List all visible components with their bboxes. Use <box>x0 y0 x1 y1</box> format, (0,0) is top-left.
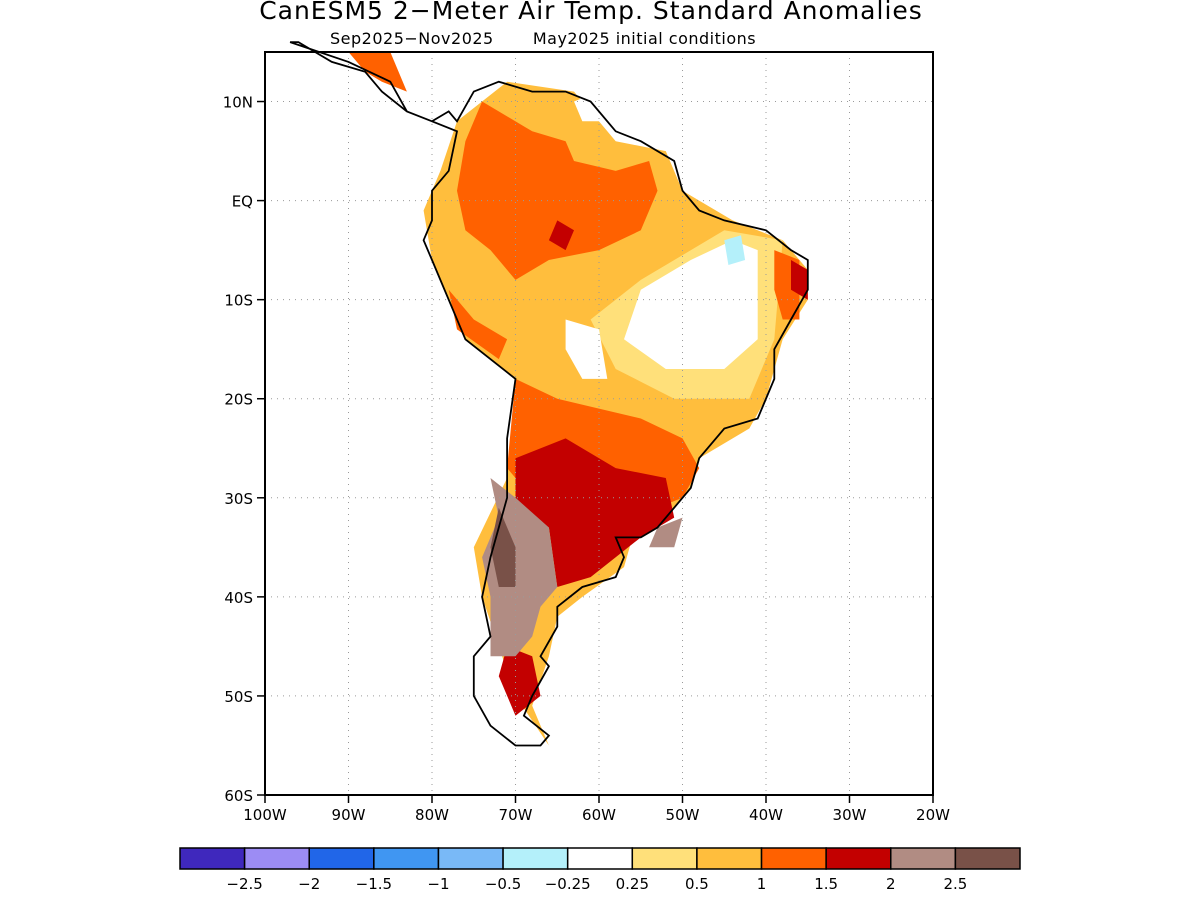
colorbar-swatch <box>437 847 504 870</box>
lat-tick-label: 50S <box>224 688 253 706</box>
colorbar-label: 2 <box>886 875 896 893</box>
colorbar-swatch <box>890 847 957 870</box>
lon-tick-label: 70W <box>499 806 533 824</box>
colorbar-label: −1.5 <box>356 875 392 893</box>
anomaly-region <box>574 91 599 122</box>
anomaly-region <box>724 235 746 265</box>
lon-tick-label: 30W <box>833 806 867 824</box>
colorbar-swatch <box>179 847 246 870</box>
lat-tick-label: 10N <box>223 94 253 112</box>
colorbar-labels: −2.5 −2 −1.5 −1 −0.5 −0.25 0.25 0.5 1 1.5 2 2.5 <box>226 875 967 893</box>
lat-tick-label: EQ <box>232 193 253 211</box>
colorbar-label: −2.5 <box>226 875 262 893</box>
colorbar-swatch <box>631 847 698 870</box>
colorbar-label: −2 <box>298 875 320 893</box>
lon-tick-label: 40W <box>749 806 783 824</box>
lat-tick-label: 10S <box>224 292 253 310</box>
colorbar-swatch <box>954 847 1021 870</box>
colorbar-swatches <box>179 847 1021 870</box>
anomaly-region <box>515 438 675 587</box>
map-subtitle: Sep2025−Nov2025 May2025 initial conditio… <box>330 29 757 48</box>
colorbar-swatch <box>502 847 569 870</box>
colorbar-label: 0.25 <box>616 875 649 893</box>
colorbar-swatch <box>373 847 440 870</box>
lon-tick-label: 20W <box>916 806 950 824</box>
lon-tick-label: 80W <box>415 806 449 824</box>
colorbar-swatch <box>566 847 634 870</box>
colorbar-label: −1 <box>427 875 449 893</box>
colorbar-label: 2.5 <box>943 875 967 893</box>
anomaly-region <box>548 220 574 251</box>
anomaly-region <box>498 646 541 716</box>
anomaly-region <box>791 260 808 300</box>
colorbar-swatch <box>308 847 375 870</box>
lat-tick-label: 40S <box>224 589 253 607</box>
lon-tick-label: 60W <box>582 806 616 824</box>
lat-tick-label: 20S <box>224 391 253 409</box>
lon-tick-label: 100W <box>243 806 287 824</box>
lon-tick-label: 50W <box>666 806 700 824</box>
lon-tick-label: 90W <box>332 806 366 824</box>
colorbar-label: −0.25 <box>545 875 591 893</box>
colorbar-label: 0.5 <box>685 875 709 893</box>
anomaly-region <box>448 289 508 360</box>
axis-ticks <box>257 100 934 803</box>
coastline <box>289 41 809 747</box>
anomaly-regions <box>348 52 808 746</box>
anomaly-region <box>624 240 758 369</box>
colorbar-label: −0.5 <box>485 875 521 893</box>
colorbar-swatch <box>825 847 892 870</box>
anomaly-region <box>348 52 407 92</box>
anomaly-region <box>490 507 516 587</box>
colorbar-swatch <box>696 847 763 870</box>
map-title: CanESM5 2−Meter Air Temp. Standard Anoma… <box>259 0 923 25</box>
lat-tick-label: 30S <box>224 490 253 508</box>
colorbar-label: 1 <box>757 875 767 893</box>
anomaly-region <box>565 319 608 379</box>
colorbar-swatch <box>243 847 310 870</box>
lat-tick-label: 60S <box>224 787 253 805</box>
colorbar-label: 1.5 <box>814 875 838 893</box>
anomaly-region <box>649 517 683 548</box>
anomaly-region <box>457 101 658 280</box>
colorbar-swatch <box>760 847 827 870</box>
